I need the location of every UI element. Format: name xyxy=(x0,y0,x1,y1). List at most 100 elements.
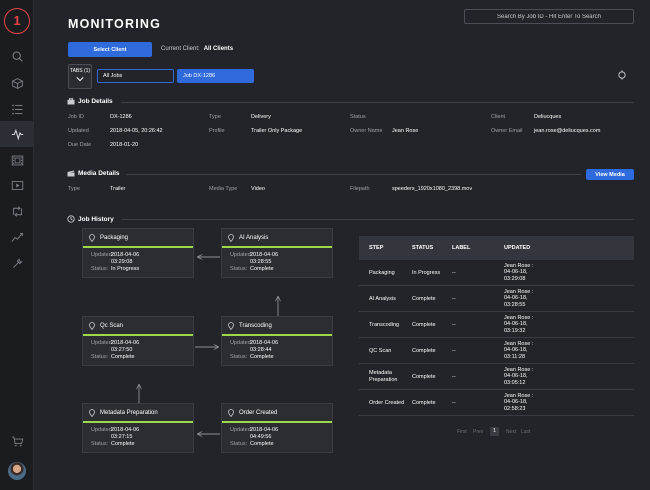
page-title: MONITORING xyxy=(68,17,162,31)
table-row[interactable]: QC Scan Complete -- Jean Rose :04-06-18,… xyxy=(359,338,634,364)
media-details-header: Media Details xyxy=(67,170,120,177)
node-date: 2018-04-06 xyxy=(250,340,279,346)
pager-next[interactable]: Next xyxy=(506,429,517,435)
location-pin-icon xyxy=(228,321,234,330)
node-status-label: Status: xyxy=(91,266,109,272)
sidebar-item-transfers[interactable] xyxy=(0,198,34,224)
media-type-label: Type xyxy=(68,186,80,192)
node-date: 2018-04-06 xyxy=(111,252,140,258)
tabs-dropdown[interactable]: TABS (1) xyxy=(68,64,92,89)
cell-label: -- xyxy=(452,347,456,354)
node-updated-label: Updated: xyxy=(230,340,253,346)
node-status: In Progress xyxy=(111,266,140,272)
profile-value: Trailer Only Package xyxy=(251,128,303,134)
sidebar-item-monitoring[interactable] xyxy=(0,121,34,147)
flow-node-packaging[interactable]: Packaging Updated:2018-04-06 03:29:08 St… xyxy=(82,228,194,278)
cell-step: QC Scan xyxy=(369,347,392,354)
flow-node-qc-scan[interactable]: Qc Scan Updated:2018-04-06 03:27:50 Stat… xyxy=(82,316,194,366)
location-pin-icon xyxy=(89,321,95,330)
col-step[interactable]: STEP xyxy=(369,245,384,251)
job-history-header: Job History xyxy=(67,215,114,223)
flow-node-transcoding[interactable]: Transcoding Updated:2018-04-06 03:28:44 … xyxy=(221,316,333,366)
media-type-value: Trailer xyxy=(110,186,126,192)
sidebar-item-search[interactable] xyxy=(0,43,34,69)
current-client-label: Current Client: xyxy=(161,46,200,52)
sidebar-item-cart[interactable] xyxy=(0,428,34,454)
list-icon xyxy=(11,104,22,114)
pager-page-1[interactable]: 1 xyxy=(490,427,499,436)
location-pin-icon xyxy=(89,233,95,242)
user-avatar[interactable] xyxy=(8,462,26,480)
sidebar-item-tools[interactable] xyxy=(0,250,34,276)
table-row[interactable]: AI Analysis Complete -- Jean Rose :04-06… xyxy=(359,286,634,312)
table-row[interactable]: Packaging In Progress -- Jean Rose :04-0… xyxy=(359,260,634,286)
cell-step: AI Analysis xyxy=(369,295,396,302)
table-row[interactable]: Order Created Complete -- Jean Rose :04-… xyxy=(359,390,634,416)
owner-name-value: Jean Rose xyxy=(392,128,419,134)
cell-label: -- xyxy=(452,373,456,380)
table-row[interactable]: Transcoding Complete -- Jean Rose :04-06… xyxy=(359,312,634,338)
view-media-button[interactable]: View Media xyxy=(586,169,634,180)
node-title: Qc Scan xyxy=(100,322,124,329)
node-time: 03:27:50 xyxy=(111,347,133,353)
divider xyxy=(122,219,634,220)
search-input[interactable] xyxy=(464,9,634,24)
cell-label: -- xyxy=(452,295,456,302)
cell-updated: Jean Rose :04-06-18, 03:11:28 xyxy=(504,340,534,360)
type-value: Delivery xyxy=(251,114,271,120)
flow-node-ai-analysis[interactable]: AI Analysis Updated:2018-04-06 03:28:55 … xyxy=(221,228,333,278)
sidebar-item-media[interactable] xyxy=(0,147,34,173)
node-time: 04:49:56 xyxy=(250,434,272,440)
due-date-label: Due Date xyxy=(68,142,92,148)
node-date: 2018-04-06 xyxy=(111,427,140,433)
sidebar-item-player[interactable] xyxy=(0,172,34,198)
media-kind-label: Media Type xyxy=(209,186,238,192)
type-label: Type xyxy=(209,114,221,120)
owner-email-value[interactable]: jean.rose@deliucques.com xyxy=(534,128,601,134)
chevron-down-icon xyxy=(76,77,84,82)
profile-label: Profile xyxy=(209,128,225,134)
search-icon xyxy=(12,51,23,62)
briefcase-icon xyxy=(67,98,75,105)
tab-all-jobs[interactable]: All Jobs xyxy=(97,69,174,83)
app-logo[interactable]: 1 xyxy=(4,8,30,34)
col-label[interactable]: LABEL xyxy=(452,245,471,251)
current-client-value: All Clients xyxy=(203,46,234,52)
tab-job-dx-1286[interactable]: Job DX-1286 xyxy=(177,69,254,83)
current-client: Current Client: All Clients xyxy=(161,46,233,52)
owner-email-label: Owner Email xyxy=(491,128,523,134)
node-title: Packaging xyxy=(100,234,129,241)
node-updated-label: Updated: xyxy=(91,427,114,433)
updated-label: Updated xyxy=(68,128,89,134)
sidebar-item-analytics[interactable] xyxy=(0,224,34,250)
col-status[interactable]: STATUS xyxy=(412,245,434,251)
flow-node-order-created[interactable]: Order Created Updated:2018-04-06 04:49:5… xyxy=(221,403,333,453)
divider xyxy=(121,102,634,103)
job-details-header: Job Details xyxy=(67,98,113,105)
cell-step: Packaging xyxy=(369,269,395,276)
table-row[interactable]: Metadata Preparation Complete -- Jean Ros… xyxy=(359,364,634,390)
node-time: 03:29:08 xyxy=(111,259,133,265)
cell-label: -- xyxy=(452,269,456,276)
col-updated[interactable]: UPDATED xyxy=(504,244,531,251)
logo-text: 1 xyxy=(13,13,21,28)
node-updated-label: Updated: xyxy=(91,252,114,258)
cell-step: Metadata Preparation xyxy=(369,370,398,383)
sidebar-item-assets[interactable] xyxy=(0,70,34,96)
cell-updated: Jean Rose :04-06-18, 02:58:23 xyxy=(504,392,534,412)
pager-last[interactable]: Last xyxy=(521,429,531,435)
refresh-icon[interactable] xyxy=(617,70,627,80)
cell-updated: Jean Rose :04-06-18, 03:19:32 xyxy=(504,314,534,334)
sidebar-item-lists[interactable] xyxy=(0,96,34,122)
flow-node-metadata-preparation[interactable]: Metadata Preparation Updated:2018-04-06 … xyxy=(82,403,194,453)
node-status-label: Status: xyxy=(230,441,248,447)
pager-first[interactable]: First xyxy=(457,429,467,435)
pager-prev[interactable]: Prev xyxy=(473,429,484,435)
select-client-button[interactable]: Select Client xyxy=(68,42,152,57)
cube-icon xyxy=(11,77,23,89)
client-value: Deliucques xyxy=(534,114,562,120)
cell-updated: Jean Rose :04-06-18, 03:28:55 xyxy=(504,288,534,308)
cell-step: Order Created xyxy=(369,399,405,406)
chart-icon xyxy=(10,232,23,242)
node-time: 03:28:44 xyxy=(250,347,272,353)
